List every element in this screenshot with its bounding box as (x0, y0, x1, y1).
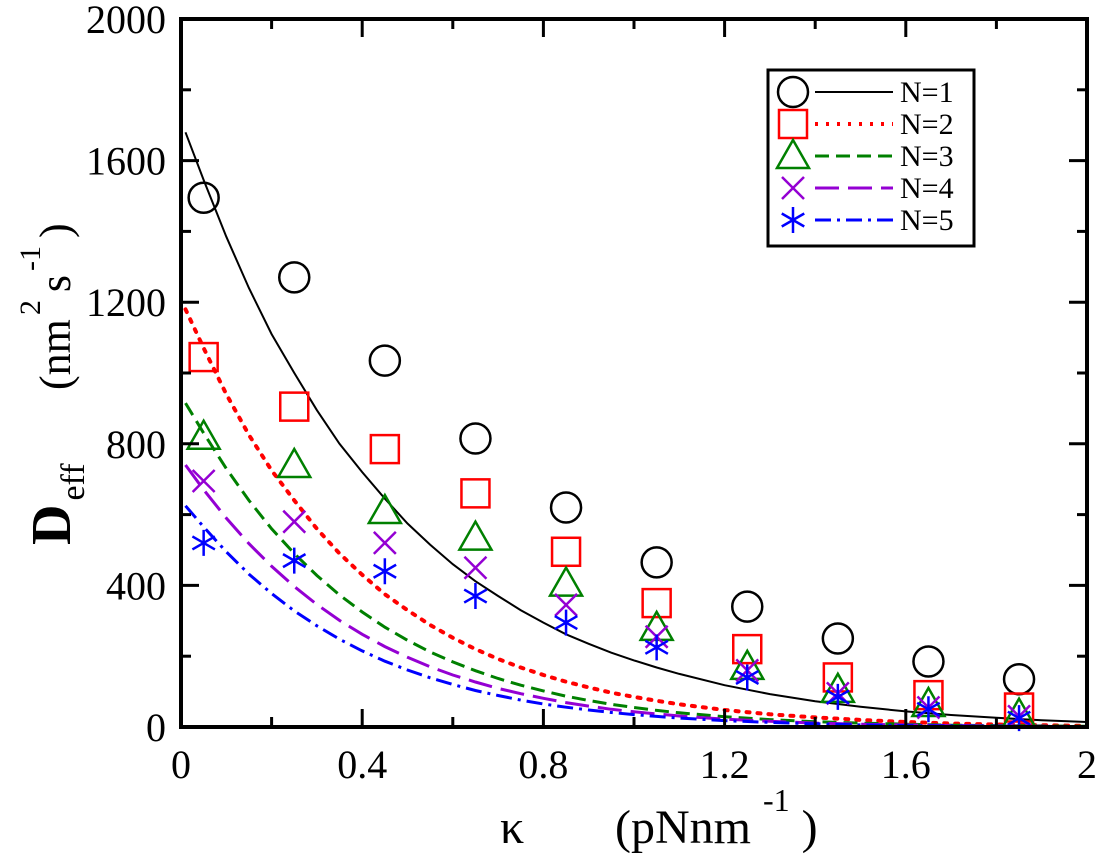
data-point (282, 509, 307, 534)
y-axis-symbol: D (21, 505, 83, 545)
data-point (191, 529, 216, 556)
data-point (554, 609, 578, 636)
data-point (732, 633, 763, 665)
legend-marker (781, 207, 805, 233)
y-axis-unit-exp-2: -1 (14, 246, 47, 271)
curve-n3 (184, 402, 1088, 728)
data-point (640, 546, 673, 579)
y-axis-unit-close: ) (31, 223, 80, 238)
legend-marker (776, 75, 810, 109)
x-tick-label: 0.8 (518, 742, 568, 787)
data-point (641, 587, 672, 619)
x-tick-label: 1.6 (881, 742, 931, 787)
curve-n5 (184, 504, 1087, 729)
legend-label: N=2 (900, 108, 954, 141)
y-tick-label: 0 (146, 705, 166, 750)
data-point (547, 565, 585, 597)
y-tick-label: 800 (106, 422, 166, 467)
y-tick-label: 1200 (86, 280, 166, 325)
legend-marker (774, 137, 812, 170)
x-axis-unit: (pNnm (615, 801, 751, 854)
tick-labels: 0 0.4 0.8 1.2 1.6 2 0 400 800 1200 1600 2000 (86, 0, 1097, 787)
series-n5 (191, 529, 1031, 732)
data-point (279, 391, 310, 422)
data-point (550, 536, 582, 568)
legend-label: N=5 (900, 204, 954, 237)
y-axis-unit-mid: s (31, 275, 80, 292)
x-tick-label: 1.2 (700, 742, 750, 787)
legend: N=1N=2N=3N=4N=5 (766, 68, 976, 248)
data-point (460, 478, 491, 509)
data-point (187, 181, 220, 215)
svg-text:D eff: D eff (21, 463, 92, 545)
data-point (463, 555, 488, 580)
data-point (912, 645, 945, 678)
x-axis-unit-exponent: -1 (763, 782, 790, 818)
series-n3 (185, 418, 1038, 728)
data-point (372, 558, 397, 585)
y-tick-label: 400 (106, 563, 166, 608)
data-point (185, 418, 222, 450)
y-axis-unit-exp-1: 2 (14, 300, 47, 315)
data-point (369, 433, 401, 465)
x-axis-label: κ (pNnm -1 ) (500, 769, 818, 854)
data-point (282, 547, 307, 574)
curve-n1 (184, 131, 1088, 723)
series-n2 (188, 341, 1035, 723)
data-point (459, 422, 492, 455)
y-tick-label: 1600 (86, 139, 166, 184)
data-point (463, 583, 488, 610)
y-tick-label: 2000 (86, 0, 166, 42)
x-axis-symbol: κ (500, 801, 524, 854)
curve-n2 (183, 307, 1089, 728)
x-tick-label: 0.4 (337, 742, 387, 787)
legend-item-n1: N=1 (776, 75, 954, 109)
svg-text:(nm 2 s -1: (nm 2 s -1 ) (14, 223, 80, 390)
data-point (731, 590, 764, 623)
y-axis-label: D eff (nm 2 s -1 ) (14, 223, 92, 545)
legend-item-n3: N=3 (774, 137, 954, 173)
data-point (278, 261, 311, 294)
data-point (368, 344, 402, 377)
legend-item-n4: N=4 (781, 172, 954, 205)
plot-frame (179, 17, 1089, 729)
data-point (549, 491, 583, 524)
legend-label: N=1 (900, 76, 954, 109)
data-point (191, 469, 216, 493)
series-n4 (191, 469, 1031, 729)
legend-item-n2: N=2 (777, 108, 954, 141)
data-markers (185, 181, 1038, 732)
data-point (644, 634, 669, 661)
data-point (825, 683, 850, 710)
data-point (457, 519, 494, 551)
data-point (1002, 662, 1036, 696)
legend-item-n5: N=5 (781, 204, 954, 237)
y-axis-subscript: eff (55, 463, 92, 501)
x-tick-label: 2 (1077, 742, 1097, 787)
x-tick-label: 0 (171, 742, 191, 787)
legend-label: N=4 (900, 172, 954, 205)
x-axis-unit-close: ) (802, 801, 818, 854)
curve-n4 (184, 464, 1088, 729)
legend-label: N=3 (900, 140, 954, 173)
legend-marker (781, 176, 805, 200)
series-n1 (187, 181, 1036, 696)
data-point (916, 696, 941, 723)
data-point (554, 592, 578, 617)
data-point (821, 622, 855, 655)
y-axis-unit-open: (nm (31, 319, 80, 390)
data-point (366, 492, 404, 525)
data-point (372, 531, 397, 555)
data-point (276, 446, 313, 479)
data-point (188, 341, 219, 373)
data-point (735, 664, 760, 691)
